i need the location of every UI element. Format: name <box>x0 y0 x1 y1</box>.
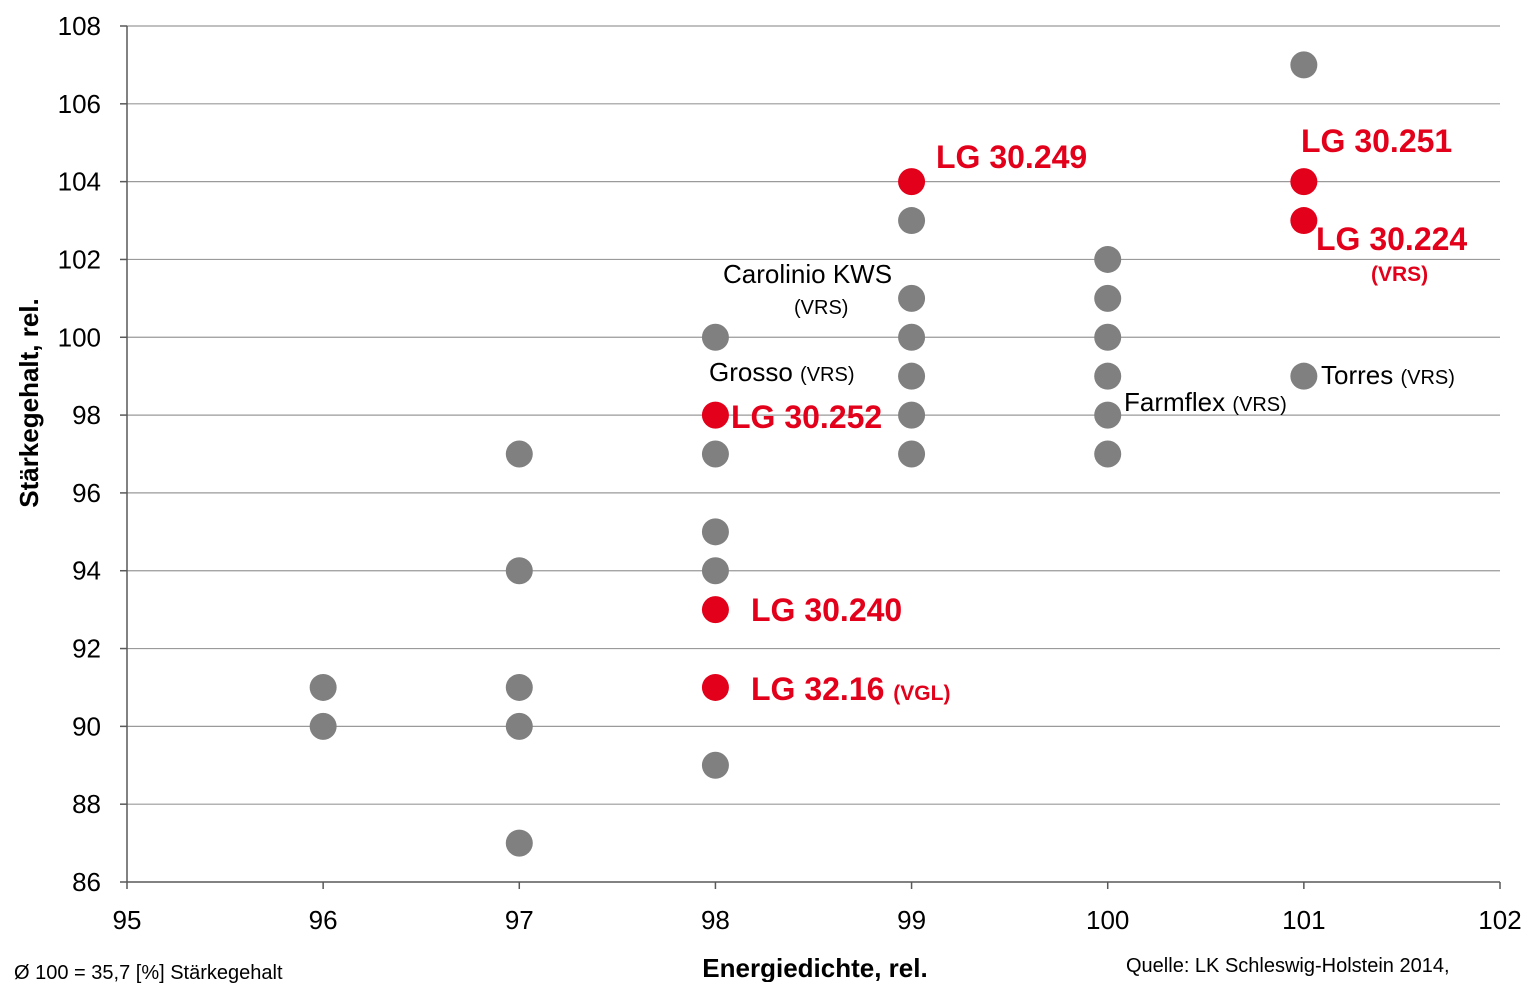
data-point-grey <box>505 712 533 740</box>
y-tick-label: 90 <box>72 711 101 741</box>
label-lg30224: LG 30.224 <box>1316 221 1467 257</box>
data-point-grey <box>1094 245 1122 273</box>
data-point-grey <box>701 557 729 585</box>
label-farmflex: Farmflex (VRS) <box>1124 387 1287 417</box>
label-grosso: Grosso (VRS) <box>709 357 855 387</box>
data-point-grey <box>1094 284 1122 312</box>
data-point-grey <box>898 284 926 312</box>
y-tick-label: 102 <box>58 244 101 274</box>
data-point-grey <box>505 557 533 585</box>
label-lg30252: LG 30.252 <box>731 399 882 435</box>
label-torres: Torres (VRS) <box>1321 360 1455 390</box>
y-tick-label: 100 <box>58 322 101 352</box>
data-point-grey <box>898 323 926 351</box>
label-lg30240: LG 30.240 <box>751 592 902 628</box>
data-point-grey <box>309 673 337 701</box>
y-tick-labels: 86 88 90 92 94 96 98 100 102 104 106 108 <box>58 11 101 897</box>
data-point-grey <box>505 829 533 857</box>
x-tick-label: 96 <box>309 905 338 935</box>
footnote-source: Quelle: LK Schleswig-Holstein 2014, <box>1126 955 1450 977</box>
label-lg30249: LG 30.249 <box>936 139 1087 175</box>
data-point-grey <box>898 401 926 429</box>
data-point-grey <box>701 751 729 779</box>
x-tick-labels: 95 96 97 98 99 100 101 102 <box>113 905 1522 935</box>
data-point-grey <box>1094 440 1122 468</box>
data-point-grey <box>701 440 729 468</box>
data-point-grey <box>701 323 729 351</box>
y-tick-label: 94 <box>72 556 101 586</box>
data-point-grey <box>898 440 926 468</box>
data-point-grey <box>1094 323 1122 351</box>
x-tick-label: 102 <box>1478 905 1521 935</box>
label-carolinio-vrs: (VRS) <box>794 297 848 319</box>
y-tick-label: 106 <box>58 89 101 119</box>
x-tick-label: 101 <box>1282 905 1325 935</box>
x-axis-title: Energiedichte, rel. <box>702 953 927 982</box>
x-tick-label: 98 <box>701 905 730 935</box>
y-tick-label: 98 <box>72 400 101 430</box>
y-tick-label: 108 <box>58 11 101 41</box>
y-tick-label: 96 <box>72 478 101 508</box>
y-tick-label: 104 <box>58 167 101 197</box>
data-point-grey <box>505 440 533 468</box>
y-axis-title: Stärkegehalt, rel. <box>14 298 44 508</box>
data-point-grey <box>505 673 533 701</box>
gridlines <box>127 25 1500 805</box>
x-tick-label: 97 <box>505 905 534 935</box>
y-tick-label: 92 <box>72 634 101 664</box>
label-lg3216: LG 32.16 (VGL) <box>751 671 950 707</box>
data-point-red <box>701 401 729 429</box>
data-point-grey <box>701 518 729 546</box>
data-point-red <box>1290 168 1318 196</box>
data-point-red <box>1290 207 1318 235</box>
data-point-red <box>701 673 729 701</box>
label-lg30251: LG 30.251 <box>1301 123 1452 159</box>
annotations: LG 30.249 LG 30.251 LG 30.224 (VRS) Caro… <box>709 123 1467 707</box>
footnote-left: Ø 100 = 35,7 [%] Stärkegehalt <box>14 962 283 984</box>
data-point-red <box>898 168 926 196</box>
data-point-grey <box>1290 362 1318 390</box>
data-point-grey <box>1094 362 1122 390</box>
x-tick-label: 100 <box>1086 905 1129 935</box>
x-tick-label: 99 <box>897 905 926 935</box>
y-tick-label: 86 <box>72 867 101 897</box>
data-points <box>309 51 1318 857</box>
axes <box>120 25 1501 889</box>
data-point-grey <box>898 362 926 390</box>
data-point-grey <box>898 207 926 235</box>
x-tick-label: 95 <box>113 905 142 935</box>
data-point-grey <box>1094 401 1122 429</box>
data-point-red <box>701 596 729 624</box>
data-point-grey <box>309 712 337 740</box>
data-point-grey <box>1290 51 1318 79</box>
label-lg30224-vrs: (VRS) <box>1371 263 1428 286</box>
y-tick-label: 88 <box>72 789 101 819</box>
label-carolinio: Carolinio KWS <box>723 259 892 289</box>
